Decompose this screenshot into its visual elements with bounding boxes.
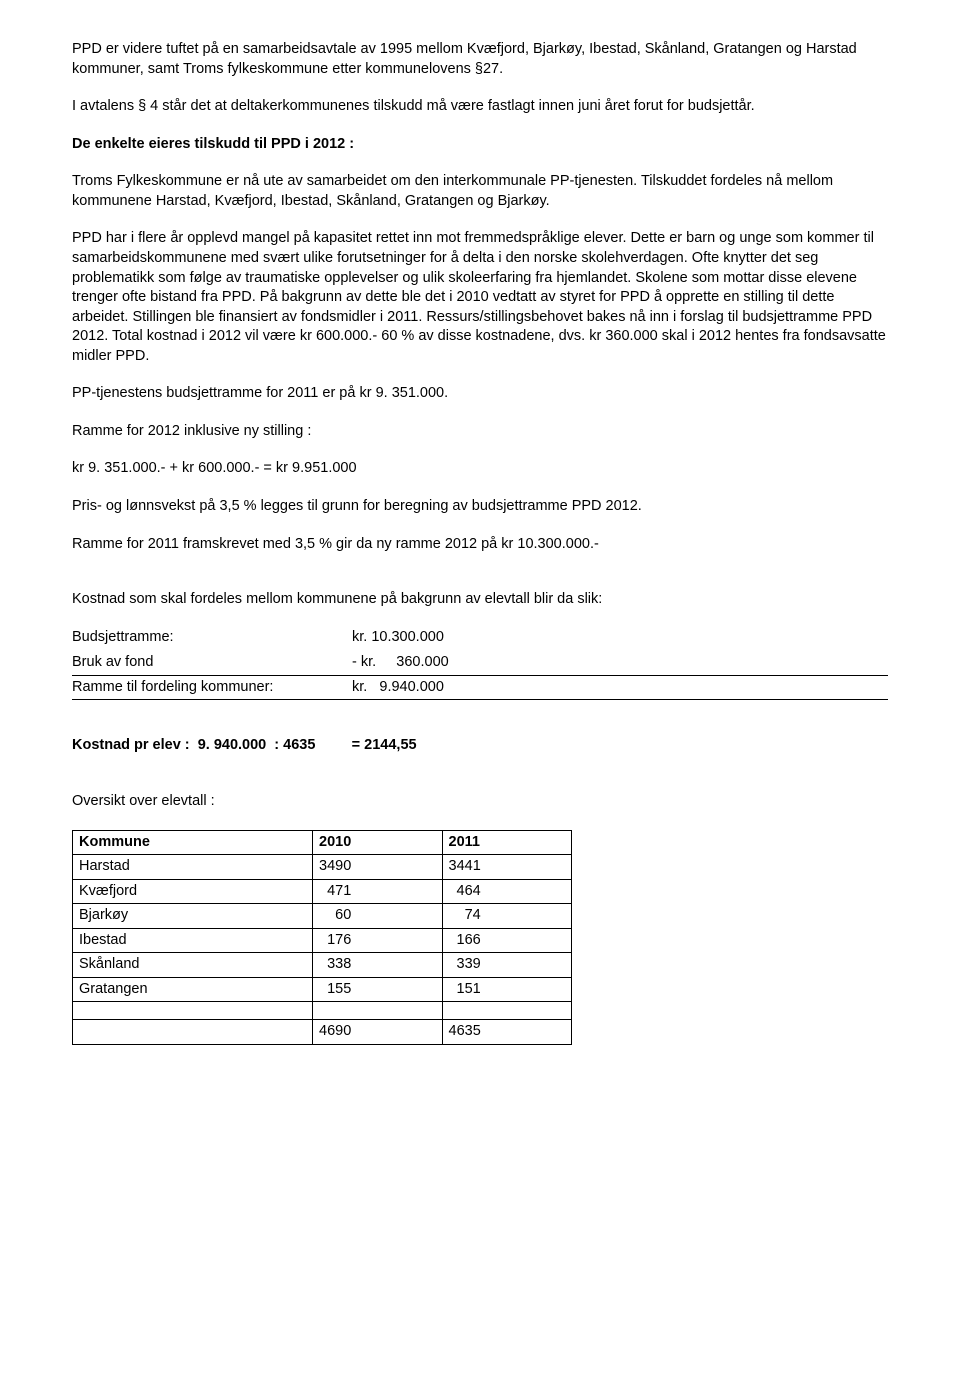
- cell-kommune: Bjarkøy: [73, 904, 313, 929]
- cell-2010: 176: [313, 928, 442, 953]
- paragraph-3: Troms Fylkeskommune er nå ute av samarbe…: [72, 172, 888, 211]
- cell-kommune: Gratangen: [73, 977, 313, 1002]
- cell-2010: 60: [313, 904, 442, 929]
- cell-2011: 339: [442, 953, 572, 978]
- divider: [72, 699, 888, 700]
- paragraph-1: PPD er videre tuftet på en samarbeidsavt…: [72, 40, 888, 79]
- cell-2010: 3490: [313, 855, 442, 880]
- cell-2010: 471: [313, 879, 442, 904]
- budget-row: Bruk av fond - kr. 360.000: [72, 653, 888, 673]
- cell-kommune: Harstad: [73, 855, 313, 880]
- paragraph-9: Ramme for 2011 framskrevet med 3,5 % gir…: [72, 535, 888, 555]
- paragraph-10: Kostnad som skal fordeles mellom kommune…: [72, 590, 888, 610]
- paragraph-4: PPD har i flere år opplevd mangel på kap…: [72, 229, 888, 366]
- cell-2011: 151: [442, 977, 572, 1002]
- cell-blank: [73, 1002, 313, 1020]
- budget-row: Budsjettramme: kr. 10.300.000: [72, 628, 888, 648]
- kostnad-per-elev: Kostnad pr elev : 9. 940.000 : 4635 = 21…: [72, 736, 888, 756]
- col-kommune: Kommune: [73, 830, 313, 855]
- divider: [72, 675, 888, 676]
- budget-value: - kr. 360.000: [352, 653, 449, 673]
- cell-blank: [442, 1002, 572, 1020]
- paragraph-2: I avtalens § 4 står det at deltakerkommu…: [72, 97, 888, 117]
- cell-2011: 4635: [442, 1020, 572, 1045]
- cell-blank: [313, 1002, 442, 1020]
- table-row: Bjarkøy 60 74: [73, 904, 572, 929]
- table-header-row: Kommune 2010 2011: [73, 830, 572, 855]
- oversikt-label: Oversikt over elevtall :: [72, 792, 888, 812]
- cell-2010: 155: [313, 977, 442, 1002]
- budget-value: kr. 10.300.000: [352, 628, 444, 648]
- budget-lines: Budsjettramme: kr. 10.300.000 Bruk av fo…: [72, 628, 888, 701]
- paragraph-5: PP-tjenestens budsjettramme for 2011 er …: [72, 384, 888, 404]
- budget-label: Bruk av fond: [72, 653, 352, 673]
- cell-kommune: [73, 1020, 313, 1045]
- paragraph-7: kr 9. 351.000.- + kr 600.000.- = kr 9.95…: [72, 459, 888, 479]
- cell-2011: 464: [442, 879, 572, 904]
- budget-label: Budsjettramme:: [72, 628, 352, 648]
- table-row: Gratangen 155 151: [73, 977, 572, 1002]
- col-2010: 2010: [313, 830, 442, 855]
- budget-value: kr. 9.940.000: [352, 678, 444, 698]
- budget-row: Ramme til fordeling kommuner: kr. 9.940.…: [72, 678, 888, 698]
- table-blank-row: [73, 1002, 572, 1020]
- cell-2010: 338: [313, 953, 442, 978]
- paragraph-6: Ramme for 2012 inklusive ny stilling :: [72, 422, 888, 442]
- cell-2011: 3441: [442, 855, 572, 880]
- cell-kommune: Ibestad: [73, 928, 313, 953]
- table-row: Kvæfjord 471 464: [73, 879, 572, 904]
- paragraph-8: Pris- og lønnsvekst på 3,5 % legges til …: [72, 497, 888, 517]
- col-2011: 2011: [442, 830, 572, 855]
- elevtall-table: Kommune 2010 2011 Harstad 3490 3441 Kvæf…: [72, 830, 572, 1046]
- cell-2011: 74: [442, 904, 572, 929]
- cell-2010: 4690: [313, 1020, 442, 1045]
- table-row: Skånland 338 339: [73, 953, 572, 978]
- table-row: Harstad 3490 3441: [73, 855, 572, 880]
- cell-2011: 166: [442, 928, 572, 953]
- table-total-row: 4690 4635: [73, 1020, 572, 1045]
- table-row: Ibestad 176 166: [73, 928, 572, 953]
- cell-kommune: Kvæfjord: [73, 879, 313, 904]
- heading-tilskudd: De enkelte eieres tilskudd til PPD i 201…: [72, 135, 888, 155]
- cell-kommune: Skånland: [73, 953, 313, 978]
- budget-label: Ramme til fordeling kommuner:: [72, 678, 352, 698]
